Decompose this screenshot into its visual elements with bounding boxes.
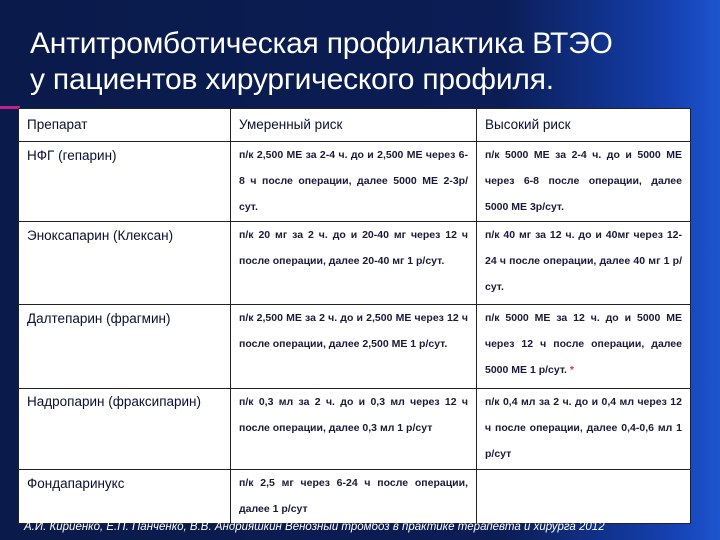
- moderate-dose: п/к 2,500 МЕ за 2-4 ч. до и 2,500 МЕ чер…: [230, 141, 477, 222]
- high-dose: п/к 0,4 мл за 2 ч. до и 0,4 мл через 12 …: [476, 388, 691, 470]
- table-row: Далтепарин (фрагмин) п/к 2,500 МЕ за 2 ч…: [18, 304, 691, 389]
- title-line-1: Антитромботическая профилактика ВТЭО: [30, 27, 613, 60]
- table-row: НФГ (гепарин) п/к 2,500 МЕ за 2-4 ч. до …: [18, 141, 691, 222]
- moderate-dose: п/к 0,3 мл за 2 ч. до и 0,3 мл через 12 …: [230, 388, 477, 470]
- citation: А.И. Кириенко, Е.П. Панченко, В.В. Андри…: [24, 521, 605, 533]
- accent-line: [0, 106, 20, 109]
- drug-name: Надропарин (фраксипарин): [18, 388, 231, 470]
- slide-title: Антитромботическая профилактика ВТЭО у п…: [30, 26, 613, 98]
- moderate-dose: п/к 20 мг за 2 ч. до и 20-40 мг через 12…: [230, 221, 477, 305]
- table-row: Надропарин (фраксипарин) п/к 0,3 мл за 2…: [18, 388, 691, 470]
- table-header-row: Препарат Умеренный риск Высокий риск: [18, 108, 691, 142]
- high-dose: [476, 469, 691, 524]
- high-dose: п/к 40 мг за 12 ч. до и 40мг через 12-24…: [476, 221, 691, 305]
- header-high-risk: Высокий риск: [476, 108, 691, 142]
- table-row: Фондапаринукс п/к 2,5 мг через 6-24 ч по…: [18, 469, 691, 524]
- footnote-mark: *: [569, 364, 574, 376]
- moderate-dose: п/к 2,5 мг через 6-24 ч после операции, …: [230, 469, 477, 524]
- prophylaxis-table: Препарат Умеренный риск Высокий риск НФГ…: [18, 108, 691, 524]
- drug-name: НФГ (гепарин): [18, 141, 231, 222]
- table-row: Эноксапарин (Клексан) п/к 20 мг за 2 ч. …: [18, 221, 691, 305]
- header-moderate-risk: Умеренный риск: [230, 108, 477, 142]
- high-dose: п/к 5000 МЕ за 12 ч. до и 5000 МЕ через …: [476, 304, 691, 389]
- drug-name: Фондапаринукс: [18, 469, 231, 524]
- high-dose: п/к 5000 МЕ за 2-4 ч. до и 5000 МЕ через…: [476, 141, 691, 222]
- drug-name: Эноксапарин (Клексан): [18, 221, 231, 305]
- drug-name: Далтепарин (фрагмин): [18, 304, 231, 389]
- header-drug: Препарат: [18, 108, 231, 142]
- title-line-2: у пациентов хирургического профиля.: [30, 63, 554, 96]
- moderate-dose: п/к 2,500 МЕ за 2 ч. до и 2,500 МЕ через…: [230, 304, 477, 389]
- high-dose-text: п/к 5000 МЕ за 12 ч. до и 5000 МЕ через …: [485, 312, 682, 376]
